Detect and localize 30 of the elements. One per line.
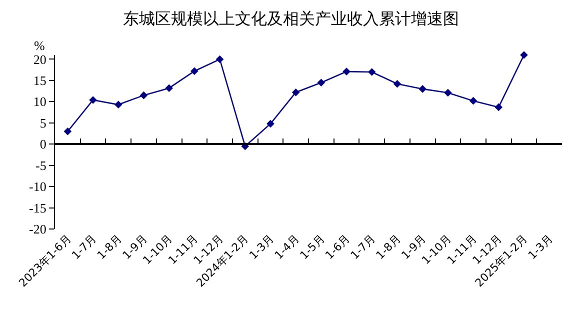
point (216, 55, 224, 64)
y-tick-label: -5 (36, 158, 46, 173)
point (342, 68, 350, 76)
x-tick-label: 1-3月 (526, 232, 556, 262)
y-axis-title: % (34, 38, 45, 53)
y-tick-label: 0 (40, 136, 46, 152)
point (64, 127, 72, 136)
y-tick-label: 5 (40, 115, 46, 130)
y-tick-label: 15 (33, 73, 46, 88)
point (317, 78, 326, 86)
point (140, 91, 148, 100)
y-tick-label: 10 (33, 94, 46, 110)
point (444, 88, 452, 97)
point (494, 103, 503, 112)
point (89, 96, 97, 104)
point (190, 67, 198, 76)
y-tick-label: 20 (33, 52, 46, 67)
point (368, 68, 376, 76)
y-tick-label: -10 (29, 179, 46, 194)
point (469, 96, 478, 105)
y-tick-label: -20 (29, 222, 46, 237)
point (292, 88, 300, 96)
point (393, 80, 402, 88)
point (520, 51, 528, 59)
point (418, 85, 426, 93)
point (165, 84, 173, 92)
y-tick-label: -15 (29, 200, 46, 216)
point (114, 100, 122, 109)
point (266, 120, 274, 128)
chart-title: 东城区规模以上文化及相关产业收入累计增速图 (123, 8, 459, 28)
